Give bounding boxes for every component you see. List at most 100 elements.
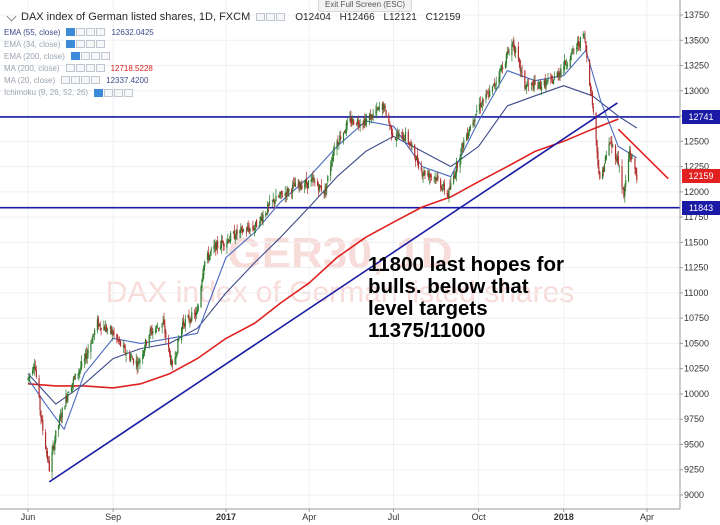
candle-body	[165, 331, 167, 338]
candle-body	[217, 240, 219, 248]
trendline[interactable]	[617, 128, 669, 180]
y-tick-label: 11000	[684, 288, 708, 298]
indicator-controls[interactable]	[66, 40, 106, 49]
candle-body	[612, 145, 614, 147]
candle-body	[530, 83, 532, 85]
candle-body	[55, 430, 57, 442]
candle-body	[397, 135, 399, 137]
candle-body	[498, 77, 500, 82]
collapse-legend-icon[interactable]	[6, 11, 17, 21]
candle-body	[388, 115, 390, 123]
candle-body	[327, 175, 329, 182]
candle-body	[242, 230, 245, 232]
more-icon[interactable]	[95, 64, 105, 73]
settings-icon[interactable]	[76, 40, 86, 49]
candle-body	[636, 174, 638, 181]
close-icon[interactable]	[85, 64, 95, 73]
candle-body	[396, 134, 398, 137]
indicator-row[interactable]: EMA (200, close)	[4, 50, 467, 62]
close-icon[interactable]	[86, 40, 96, 49]
settings-icon[interactable]	[266, 13, 276, 21]
indicator-row[interactable]: MA (20, close) 12337.4200	[4, 74, 467, 86]
candle-body	[547, 79, 549, 82]
price-axis[interactable]: 9000 9250 9500 9750 10000 10250 10500 10750 1100…	[679, 0, 709, 509]
more-icon[interactable]	[96, 40, 106, 49]
visibility-toggle-icon[interactable]	[66, 28, 76, 37]
candle-body	[563, 67, 565, 70]
horizontal-levels[interactable]	[0, 116, 680, 209]
candle-body	[564, 60, 566, 70]
settings-icon[interactable]	[75, 64, 85, 73]
title-controls[interactable]	[256, 13, 286, 21]
close-icon[interactable]	[276, 13, 286, 21]
candle-body	[149, 329, 151, 336]
time-axis[interactable]: Jun Sep 2017 Apr Jul Oct 2018 Apr	[0, 508, 680, 522]
more-icon[interactable]	[91, 76, 101, 85]
candle-body	[57, 425, 60, 430]
indicator-controls[interactable]	[61, 76, 101, 85]
visibility-toggle-icon[interactable]	[65, 64, 75, 73]
indicator-row[interactable]: Ichimoku (9, 26, 52, 26)	[4, 86, 467, 98]
candle-body	[71, 383, 74, 388]
close-icon[interactable]	[81, 76, 91, 85]
indicator-label: EMA (200, close)	[4, 51, 65, 61]
candle-body	[440, 187, 443, 190]
visibility-toggle-icon[interactable]	[70, 52, 80, 61]
indicator-controls[interactable]	[94, 88, 134, 97]
candle-body	[358, 123, 360, 126]
candle-body	[441, 188, 444, 190]
settings-icon[interactable]	[71, 76, 81, 85]
settings-icon[interactable]	[80, 52, 90, 61]
settings-icon[interactable]	[76, 28, 86, 37]
close-icon[interactable]	[114, 88, 124, 97]
visibility-toggle-icon[interactable]	[94, 88, 104, 97]
analyst-note: 11800 last hopes for bulls. below that l…	[368, 254, 648, 342]
candle-body	[174, 357, 176, 365]
candle-body	[184, 318, 186, 327]
exit-fullscreen-button[interactable]: Exit Full Screen (ESC)	[318, 0, 413, 12]
more-icon[interactable]	[100, 52, 110, 61]
candle-body	[460, 148, 462, 160]
candle-body	[383, 104, 385, 110]
candle-body	[221, 240, 223, 243]
visibility-toggle-icon[interactable]	[66, 40, 76, 49]
visibility-toggle-icon[interactable]	[61, 76, 71, 85]
indicator-row[interactable]: EMA (34, close)	[4, 38, 467, 50]
visibility-toggle-icon[interactable]	[256, 13, 266, 21]
candle-body	[416, 156, 418, 160]
candle-body	[169, 354, 172, 364]
more-icon[interactable]	[96, 28, 106, 37]
settings-icon[interactable]	[104, 88, 114, 97]
candle-body	[442, 184, 445, 187]
candle-body	[261, 217, 263, 221]
indicator-controls[interactable]	[66, 28, 106, 37]
candle-body	[342, 132, 345, 141]
candle-body	[475, 114, 477, 117]
trendlines[interactable]	[48, 102, 669, 483]
candle-body	[482, 99, 484, 102]
candle-body	[395, 138, 397, 141]
candle-body	[92, 336, 94, 344]
indicator-row[interactable]: EMA (55, close) 12632.0425	[4, 26, 467, 38]
candle-body	[262, 214, 264, 222]
more-icon[interactable]	[124, 88, 134, 97]
close-icon[interactable]	[86, 28, 96, 37]
trendline[interactable]	[48, 102, 618, 483]
indicator-controls[interactable]	[70, 52, 110, 61]
candle-body	[349, 118, 351, 121]
candle-body	[515, 48, 517, 53]
indicator-controls[interactable]	[65, 64, 105, 73]
close-icon[interactable]	[90, 52, 100, 61]
candle-body	[589, 84, 592, 92]
candle-body	[148, 334, 150, 346]
candle-body	[478, 104, 481, 111]
candle-body	[514, 46, 516, 54]
candle-body	[339, 135, 341, 144]
y-tick-label: 10000	[684, 389, 709, 399]
candle-body	[304, 180, 307, 185]
candle-body	[546, 81, 548, 83]
indicator-row[interactable]: MA (200, close) 12718.5228	[4, 62, 467, 74]
candle-body	[623, 187, 625, 197]
candle-body	[42, 420, 44, 431]
